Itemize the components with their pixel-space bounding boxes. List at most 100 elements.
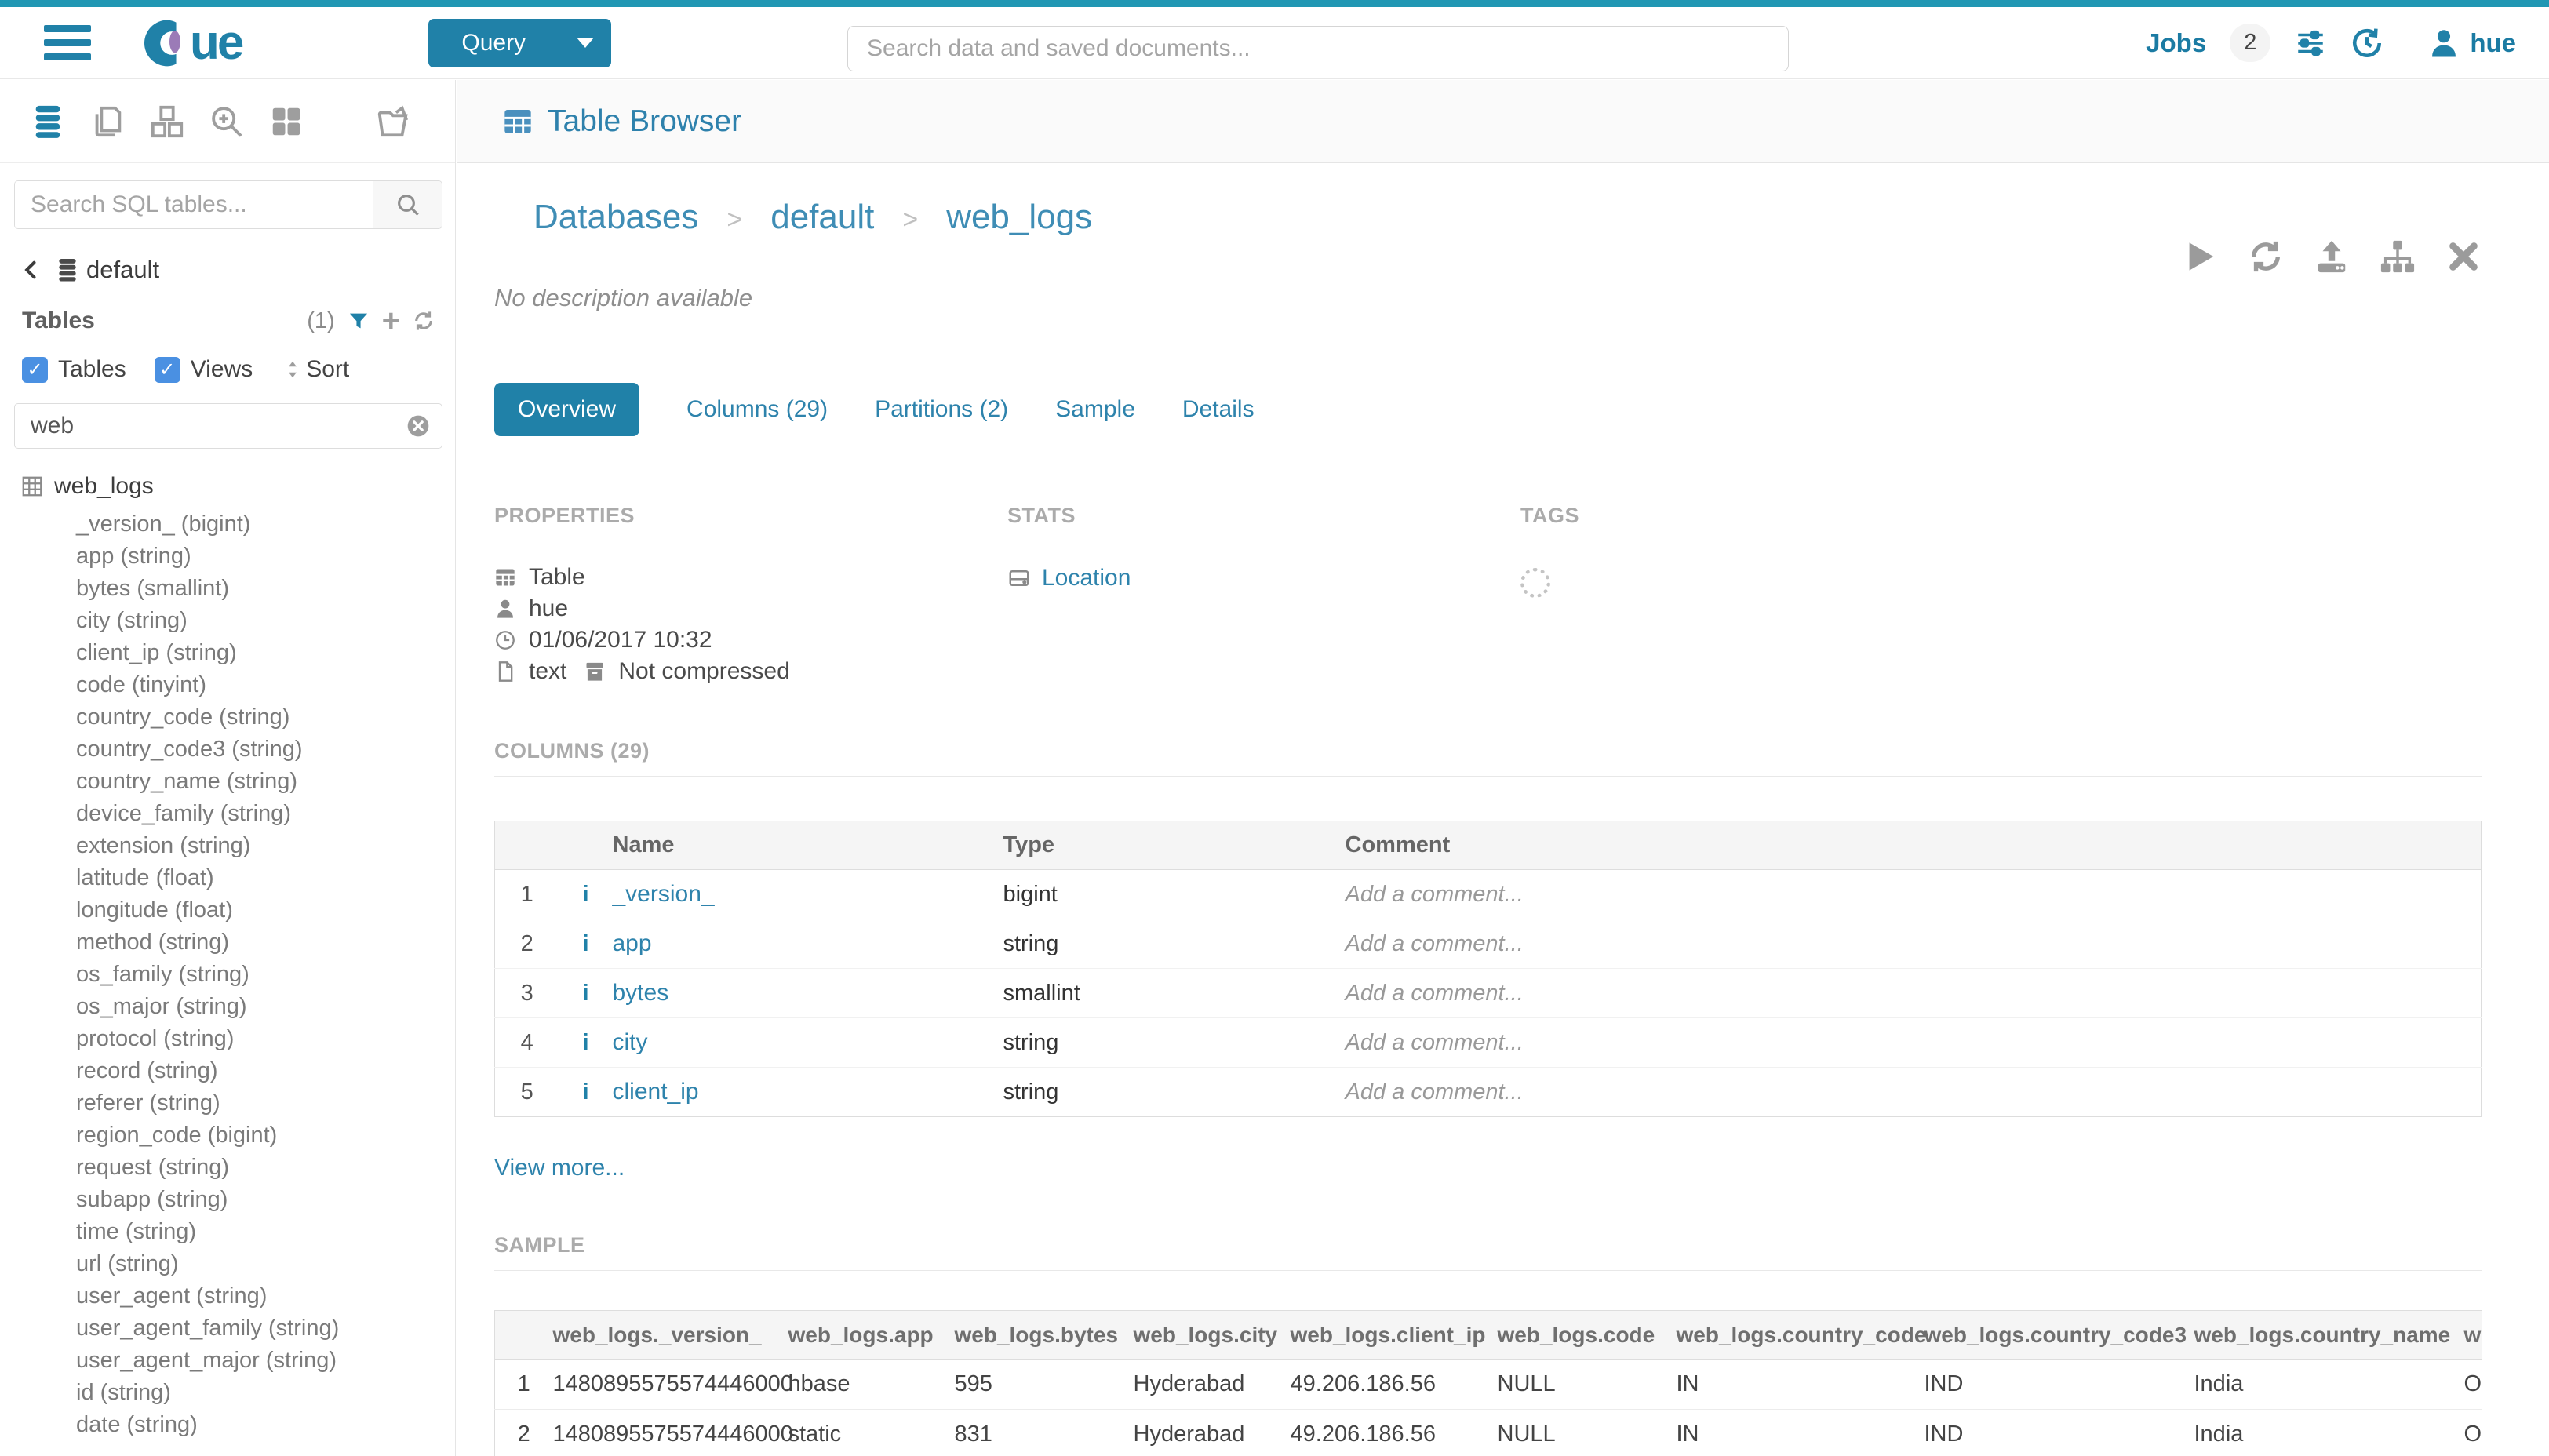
column-name-link[interactable]: city — [612, 1029, 648, 1055]
tab-sample[interactable]: Sample — [1055, 396, 1135, 422]
history-icon[interactable] — [2351, 27, 2383, 60]
breadcrumb-databases[interactable]: Databases — [533, 198, 699, 236]
table-filter-input[interactable] — [15, 413, 406, 439]
sample-cell: static — [788, 1409, 955, 1456]
tree-column[interactable]: protocol (string) — [76, 1026, 235, 1051]
tree-column[interactable]: method (string) — [76, 930, 230, 955]
tree-column[interactable]: referer (string) — [76, 1090, 220, 1116]
tree-column[interactable]: id (string) — [76, 1380, 171, 1405]
sliders-icon[interactable] — [2294, 27, 2327, 60]
tables-checkbox[interactable]: ✓ — [22, 356, 48, 383]
tree-table-web-logs[interactable]: web_logs — [0, 469, 455, 504]
folder-icon[interactable] — [375, 104, 411, 140]
tab-partitions[interactable]: Partitions (2) — [875, 396, 1009, 422]
tree-column[interactable]: user_agent (string) — [76, 1283, 268, 1309]
table-icon — [22, 476, 42, 497]
hamburger-menu-button[interactable] — [44, 18, 93, 67]
tree-column[interactable]: client_ip (string) — [76, 640, 237, 665]
location-link[interactable]: Location — [1042, 565, 1131, 591]
property-type: Table — [494, 562, 968, 593]
back-chevron-icon[interactable] — [20, 259, 42, 281]
tree-column[interactable]: country_code (string) — [76, 704, 290, 730]
add-table-icon[interactable]: + — [381, 304, 400, 338]
search-zoom-icon[interactable] — [209, 104, 245, 140]
tree-column[interactable]: user_agent_family (string) — [76, 1316, 340, 1341]
global-search-input[interactable] — [847, 26, 1789, 71]
assist-search-input[interactable] — [15, 181, 373, 228]
info-icon[interactable]: i — [559, 1017, 613, 1068]
info-icon[interactable]: i — [559, 869, 613, 919]
table-tree: web_logs _version_ (bigint) app (string)… — [0, 469, 455, 1441]
sql-databases-icon[interactable] — [30, 104, 66, 140]
query-button[interactable]: Query — [428, 18, 612, 67]
tree-column[interactable]: date (string) — [76, 1412, 198, 1437]
tree-column[interactable]: country_code3 (string) — [76, 737, 303, 762]
hue-logo[interactable]: ue — [144, 15, 244, 71]
clear-filter-icon[interactable] — [406, 413, 431, 439]
assist-search-button[interactable] — [373, 181, 442, 228]
filter-funnel-icon[interactable] — [348, 310, 370, 332]
column-comment-placeholder[interactable]: Add a comment... — [1345, 1017, 2482, 1068]
tree-column[interactable]: app (string) — [76, 544, 191, 569]
breadcrumb-default[interactable]: default — [770, 198, 875, 236]
table-row: 3 i bytes smallint Add a comment... — [494, 968, 2482, 1018]
column-name-link[interactable]: app — [612, 930, 652, 956]
jobs-count-badge[interactable]: 2 — [2230, 24, 2271, 62]
tab-columns[interactable]: Columns (29) — [686, 396, 828, 422]
info-icon[interactable]: i — [559, 968, 613, 1018]
upload-icon[interactable] — [2314, 238, 2350, 275]
current-database-name[interactable]: default — [86, 256, 160, 283]
tree-column[interactable]: url (string) — [76, 1251, 179, 1276]
query-play-icon[interactable] — [2182, 238, 2218, 275]
hdfs-cubes-icon[interactable] — [149, 104, 185, 140]
breadcrumb-web-logs[interactable]: web_logs — [946, 198, 1093, 236]
sitemap-icon[interactable] — [2380, 238, 2416, 275]
tree-column[interactable]: country_name (string) — [76, 769, 298, 794]
tree-column[interactable]: device_family (string) — [76, 801, 291, 826]
tree-column[interactable]: bytes (smallint) — [76, 576, 229, 601]
jobs-link[interactable]: Jobs — [2146, 27, 2207, 57]
sample-cell: O — [2463, 1409, 2482, 1456]
views-checkbox[interactable]: ✓ — [154, 356, 180, 383]
main-panel: Table Browser — [457, 80, 2549, 1456]
tree-column[interactable]: region_code (bigint) — [76, 1123, 278, 1148]
tab-overview[interactable]: Overview — [494, 383, 640, 436]
apps-grid-icon[interactable] — [268, 104, 304, 140]
tree-column[interactable]: code (tinyint) — [76, 672, 207, 697]
app-header: Table Browser — [457, 80, 2549, 163]
refresh-icon[interactable] — [413, 310, 435, 332]
close-icon[interactable] — [2445, 238, 2482, 275]
row-number: 1 — [494, 1359, 553, 1410]
column-comment-placeholder[interactable]: Add a comment... — [1345, 1067, 2482, 1117]
column-comment-placeholder[interactable]: Add a comment... — [1345, 919, 2482, 969]
sort-control[interactable]: Sort — [282, 356, 349, 383]
tree-column[interactable]: request (string) — [76, 1155, 230, 1180]
column-name-link[interactable]: _version_ — [612, 881, 715, 907]
user-menu[interactable]: hue — [2427, 27, 2516, 60]
tree-column[interactable]: city (string) — [76, 608, 188, 633]
view-more-link[interactable]: View more... — [494, 1155, 625, 1181]
tree-column[interactable]: os_family (string) — [76, 962, 249, 987]
tree-column[interactable]: _version_ (bigint) — [76, 511, 251, 537]
column-comment-placeholder[interactable]: Add a comment... — [1345, 968, 2482, 1018]
tree-column[interactable]: user_agent_major (string) — [76, 1348, 337, 1373]
tab-details[interactable]: Details — [1182, 396, 1254, 422]
row-number: 2 — [494, 919, 559, 969]
tree-column[interactable]: latitude (float) — [76, 865, 214, 890]
column-name-link[interactable]: client_ip — [612, 1079, 699, 1105]
documents-icon[interactable] — [89, 104, 126, 140]
tree-column[interactable]: extension (string) — [76, 833, 251, 858]
column-comment-placeholder[interactable]: Add a comment... — [1345, 869, 2482, 919]
refresh-icon[interactable] — [2248, 238, 2284, 275]
tree-column[interactable]: time (string) — [76, 1219, 197, 1244]
column-name-link[interactable]: bytes — [612, 980, 669, 1006]
info-icon[interactable]: i — [559, 1067, 613, 1117]
info-icon[interactable]: i — [559, 919, 613, 969]
column-type: string — [1003, 919, 1346, 969]
query-caret-icon[interactable] — [559, 18, 611, 67]
tree-column[interactable]: record (string) — [76, 1058, 218, 1083]
tree-column[interactable]: subapp (string) — [76, 1187, 228, 1212]
views-checkbox-label: Views — [190, 356, 253, 382]
tree-column[interactable]: longitude (float) — [76, 897, 233, 923]
tree-column[interactable]: os_major (string) — [76, 994, 247, 1019]
